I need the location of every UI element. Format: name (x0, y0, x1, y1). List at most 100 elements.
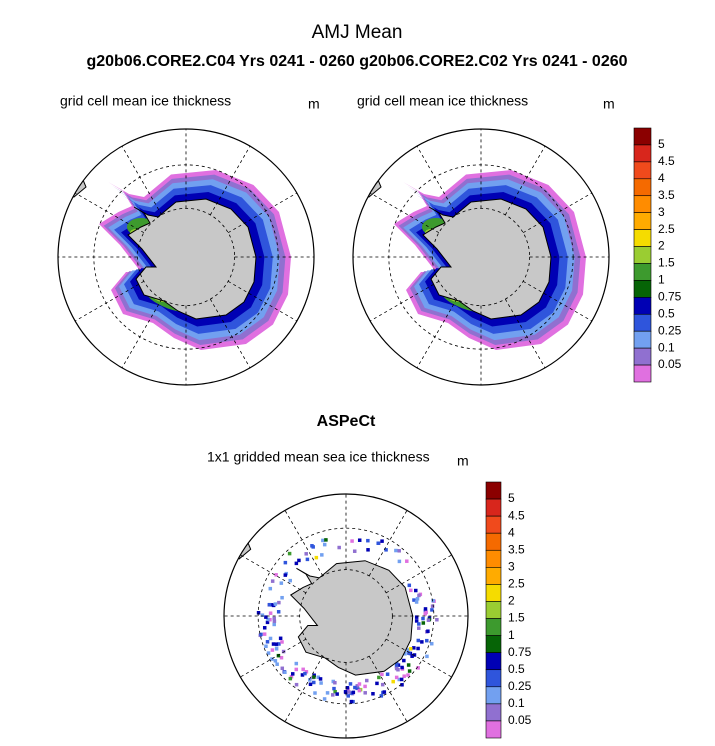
colorbar-label: 3.5 (508, 542, 525, 556)
ice-cell (417, 593, 421, 598)
ice-cell (417, 622, 421, 626)
ice-cell (300, 673, 305, 677)
ice-cell (407, 583, 412, 588)
ice-cell (363, 684, 367, 689)
ice-cell (353, 685, 357, 690)
colorbar-label: 1.5 (508, 611, 525, 625)
panel-units: m (308, 96, 320, 112)
ice-cell (384, 548, 388, 552)
longitude-line (504, 145, 546, 216)
ice-cell (408, 647, 413, 651)
longitude-line (416, 298, 458, 369)
ice-cell (416, 638, 421, 643)
longitude-line (284, 510, 324, 577)
colorbar-label: 0.75 (508, 645, 532, 659)
ice-cell (410, 654, 414, 658)
colorbar-label: 0.25 (658, 323, 682, 337)
ice-cell (414, 600, 419, 604)
colorbar-box (633, 144, 652, 163)
ice-cell (379, 694, 384, 698)
ice-cell (394, 548, 398, 553)
ice-cell (396, 663, 401, 667)
ice-cell (288, 676, 293, 681)
colorbar-label: 4.5 (658, 154, 675, 168)
colorbar-label: 3 (508, 560, 515, 574)
ice-cell (406, 673, 410, 677)
ice-cell (320, 553, 324, 557)
ice-cell (304, 670, 309, 674)
ice-cell (314, 555, 319, 560)
colorbar-box (485, 515, 502, 534)
ice-cell (280, 595, 284, 600)
ice-cell (376, 541, 380, 546)
latitude-line (257, 527, 435, 705)
colorbar-box (485, 498, 502, 517)
map (224, 494, 468, 738)
ice-cell (385, 672, 390, 676)
ice-cell (405, 559, 409, 563)
ice-cell (276, 610, 281, 614)
colorbar-label: 0.05 (658, 357, 682, 371)
ice-cell (380, 672, 384, 677)
ice-cell (325, 691, 330, 695)
ice-cell (355, 684, 360, 688)
ice-cell (430, 608, 434, 612)
longitude-line (240, 638, 307, 678)
ice-cell (270, 579, 275, 583)
longitude-line (74, 192, 145, 234)
ice-cell (335, 692, 339, 696)
ice-cell (406, 663, 411, 667)
colorbar-label: 2 (658, 239, 665, 253)
ice-cell (287, 551, 292, 556)
longitude-line (227, 192, 298, 234)
ice-cell (431, 598, 435, 603)
ice-cell (365, 678, 369, 683)
ice-cell (423, 607, 428, 611)
ice-cell (380, 539, 384, 543)
colorbar-label: 4.5 (508, 508, 525, 522)
ice-cell (435, 617, 439, 622)
ice-cell (391, 679, 395, 684)
colorbar-box (633, 263, 652, 281)
ice-cell (377, 675, 381, 680)
map-border (223, 493, 469, 739)
colorbar-box (485, 584, 502, 602)
ice-cell (277, 600, 281, 605)
antarctica (422, 198, 552, 320)
ice-cell (426, 618, 431, 622)
colorbar-label: 4 (658, 171, 665, 185)
longitude-line (209, 298, 251, 369)
ice-cell (264, 644, 268, 649)
panel-label: 1x1 gridded mean sea ice thickness (207, 449, 430, 465)
colorbar-box (633, 229, 652, 247)
colorbar-label: 2 (508, 594, 515, 608)
colorbar-label: 0.25 (508, 679, 532, 693)
ice-cell (380, 682, 385, 687)
colorbar-label: 3.5 (658, 188, 675, 202)
ice-cell (265, 640, 270, 644)
colorbar-label: 0.5 (508, 662, 525, 676)
longitude-line (368, 655, 408, 722)
ice-cell (283, 573, 288, 577)
ice-cell (283, 670, 287, 675)
ice-cell (429, 641, 434, 646)
colorbar-label: 0.1 (658, 340, 675, 354)
ice-cell (343, 690, 348, 694)
ice-cell (316, 675, 321, 680)
ice-cell (407, 669, 412, 673)
ice-cell (294, 667, 299, 672)
ice-cell (415, 597, 420, 601)
colorbar-label: 5 (658, 137, 665, 151)
antarctica (289, 560, 414, 676)
ice-cell (331, 693, 335, 697)
ice-cell (269, 603, 274, 607)
ice-cell (268, 617, 272, 622)
longitude-line (522, 192, 593, 234)
ice-cell (308, 678, 312, 682)
ice-cell (281, 649, 286, 654)
colorbar-label: 2.5 (658, 222, 675, 236)
ice-cell (417, 626, 421, 630)
ice-cell (423, 612, 427, 616)
ice-cell (319, 681, 323, 685)
ice-cell (363, 691, 367, 695)
